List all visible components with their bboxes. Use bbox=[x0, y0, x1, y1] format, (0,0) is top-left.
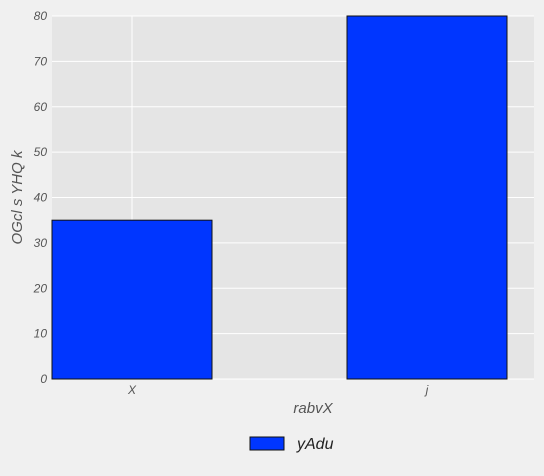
x-tick-label: j bbox=[424, 383, 429, 397]
y-axis-ticks: 0 10 20 30 40 50 60 70 80 bbox=[33, 9, 48, 386]
y-tick-label: 50 bbox=[34, 145, 48, 159]
x-tick-label: X bbox=[127, 383, 137, 397]
y-tick-label: 20 bbox=[33, 281, 48, 295]
y-tick-label: 80 bbox=[34, 9, 48, 23]
x-axis-label: rabvX bbox=[293, 400, 333, 417]
y-tick-label: 0 bbox=[40, 372, 47, 386]
y-tick-label: 10 bbox=[34, 327, 48, 341]
y-tick-label: 70 bbox=[34, 54, 48, 68]
y-tick-label: 40 bbox=[34, 191, 48, 205]
bar-X bbox=[51, 219, 213, 380]
legend-label: yAdu bbox=[296, 436, 334, 453]
bars bbox=[51, 15, 508, 380]
y-axis-label: OGcl s YHQ k bbox=[9, 149, 26, 244]
bar-j bbox=[346, 15, 508, 380]
legend-swatch bbox=[249, 436, 285, 451]
legend: yAdu bbox=[249, 436, 334, 453]
y-tick-label: 30 bbox=[34, 236, 48, 250]
y-tick-label: 60 bbox=[34, 100, 48, 114]
